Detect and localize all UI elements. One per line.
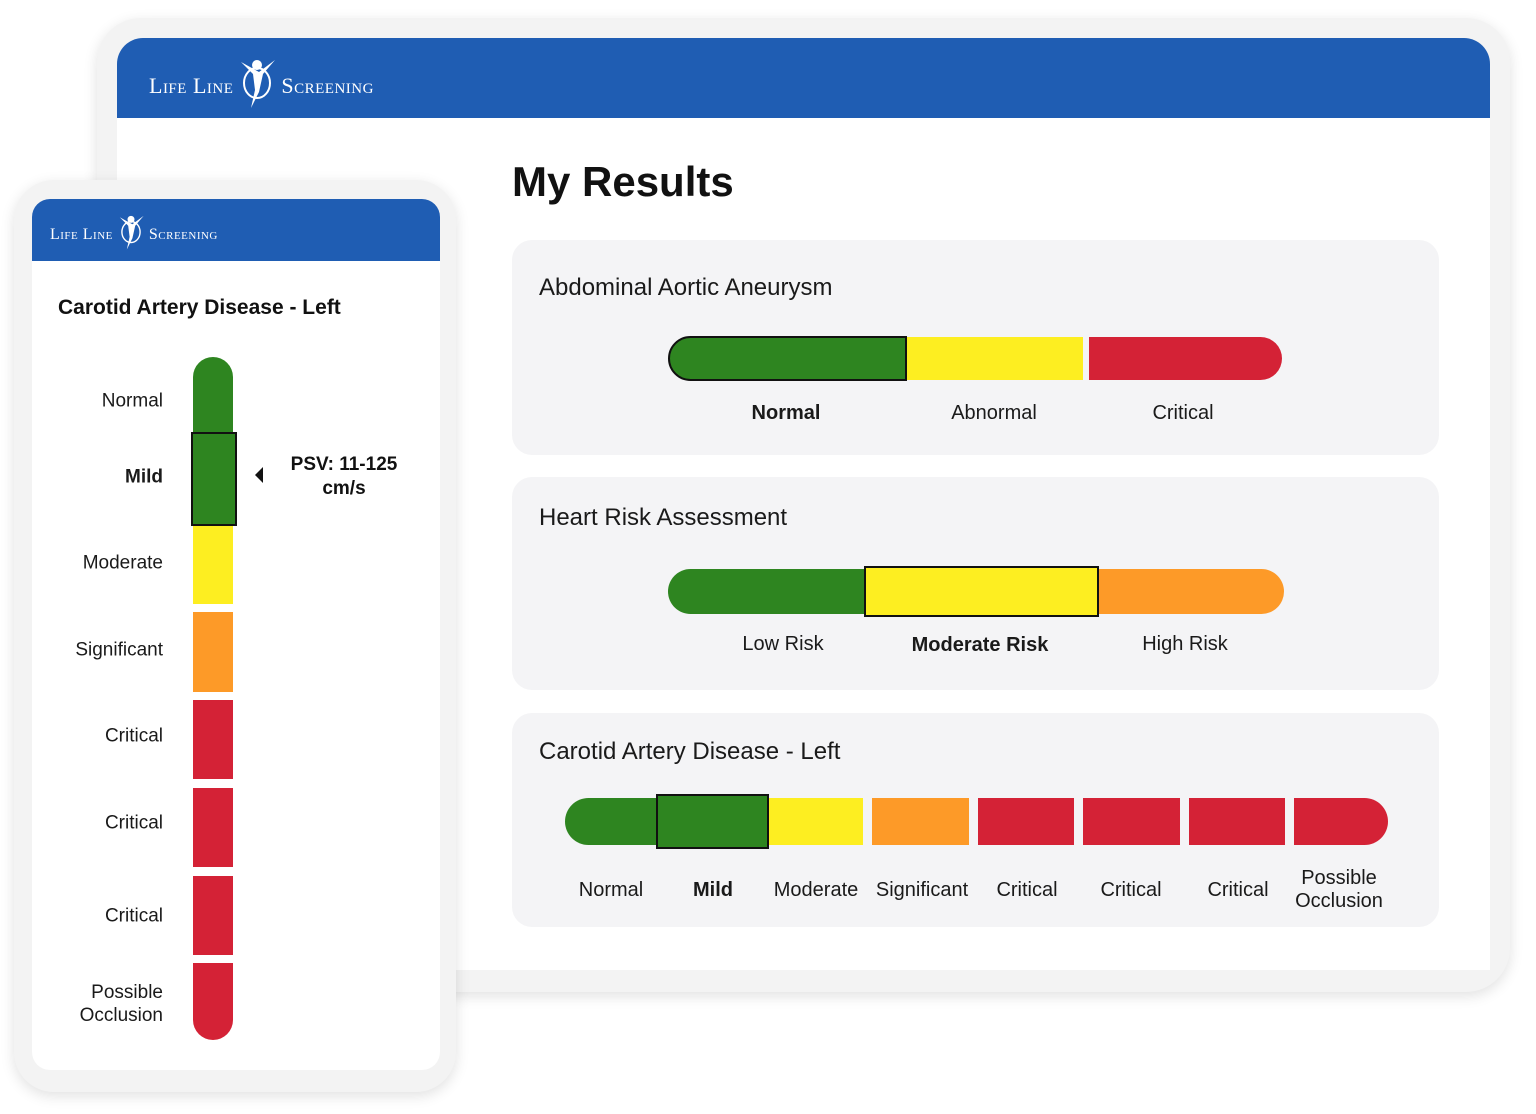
level-label: Normal xyxy=(751,402,821,424)
level-label: Critical xyxy=(104,812,163,834)
segment-moderate xyxy=(193,525,233,604)
logo-text-right: Screening xyxy=(148,225,218,243)
level-label: Possible Occlusion xyxy=(1295,867,1383,912)
logo-text-left: Life Line xyxy=(149,73,234,98)
pointer-arrow-icon xyxy=(255,467,263,483)
desktop-header: Life Line Screening xyxy=(117,38,1490,118)
level-label: Low Risk xyxy=(742,633,824,655)
level-label: Mild xyxy=(693,879,733,901)
segment-significant xyxy=(193,612,233,692)
segment-normal xyxy=(565,798,660,845)
psv-reading: PSV: 11-125 cm/s xyxy=(274,453,414,501)
result-card-heart[interactable]: Heart Risk Assessment Low Risk Moderate … xyxy=(512,477,1439,690)
segment-critical xyxy=(193,788,233,867)
segment-normal xyxy=(193,357,233,437)
segment-normal-selected xyxy=(668,336,907,381)
segment-moderate-risk-selected xyxy=(864,566,1099,617)
level-label: High Risk xyxy=(1142,633,1228,655)
level-label: Moderate Risk xyxy=(911,634,1049,656)
segment-moderate xyxy=(768,798,863,845)
mobile-screen: Life Line Screening Carotid Artery Disea… xyxy=(32,199,440,1070)
segment-low-risk xyxy=(668,569,868,614)
mobile-header: Life Line Screening xyxy=(32,199,440,261)
segment-critical xyxy=(1189,798,1285,845)
level-label: Critical xyxy=(104,905,163,927)
segment-significant xyxy=(872,798,969,845)
segment-critical xyxy=(1089,337,1282,380)
level-label: Critical xyxy=(1152,402,1214,424)
result-card-carotid[interactable]: Carotid Artery Disease - Left Normal Mil… xyxy=(512,713,1439,927)
level-label: Critical xyxy=(1207,879,1269,901)
logo-figure-icon xyxy=(237,56,277,116)
segment-possible-occlusion xyxy=(1294,798,1388,845)
level-label: Critical xyxy=(996,879,1058,901)
psv-value: PSV: 11-125 xyxy=(290,454,398,475)
segment-critical xyxy=(193,700,233,779)
logo-text-left: Life Line xyxy=(50,225,113,243)
mobile-level-labels: Normal Mild Moderate Significant Critica… xyxy=(32,199,163,1070)
segment-mild-selected xyxy=(191,432,237,526)
level-label: Normal xyxy=(101,390,163,412)
brand-logo[interactable]: Life Line Screening xyxy=(50,211,218,258)
logo-text-right: Screening xyxy=(281,73,374,98)
logo-figure-icon xyxy=(117,211,145,258)
psv-unit: cm/s xyxy=(322,478,366,499)
card-title: Heart Risk Assessment xyxy=(539,504,788,531)
brand-logo[interactable]: Life Line Screening xyxy=(149,56,374,116)
level-label: Abnormal xyxy=(951,402,1037,424)
result-card-aaa[interactable]: Abdominal Aortic Aneurysm Normal Abnorma… xyxy=(512,240,1439,455)
level-label: Critical xyxy=(104,725,163,747)
card-title: Carotid Artery Disease - Left xyxy=(539,738,841,765)
level-label: Possible Occlusion xyxy=(79,982,163,1026)
card-title: Abdominal Aortic Aneurysm xyxy=(539,274,833,301)
level-label: Mild xyxy=(125,466,163,488)
level-label: Significant xyxy=(875,879,969,901)
segment-critical xyxy=(1083,798,1180,845)
segment-mild-selected xyxy=(656,794,769,849)
segment-high-risk xyxy=(1098,569,1284,614)
level-label: Normal xyxy=(578,879,644,901)
level-label: Significant xyxy=(75,639,163,661)
segment-abnormal xyxy=(906,337,1083,380)
level-label: Critical xyxy=(1100,879,1162,901)
level-label: Moderate xyxy=(82,552,163,574)
level-label: Moderate xyxy=(773,879,859,901)
segment-critical xyxy=(978,798,1074,845)
page-title: My Results xyxy=(512,158,734,205)
segment-possible-occlusion xyxy=(193,963,233,1040)
segment-critical xyxy=(193,876,233,955)
mobile-title: Carotid Artery Disease - Left xyxy=(58,296,341,319)
